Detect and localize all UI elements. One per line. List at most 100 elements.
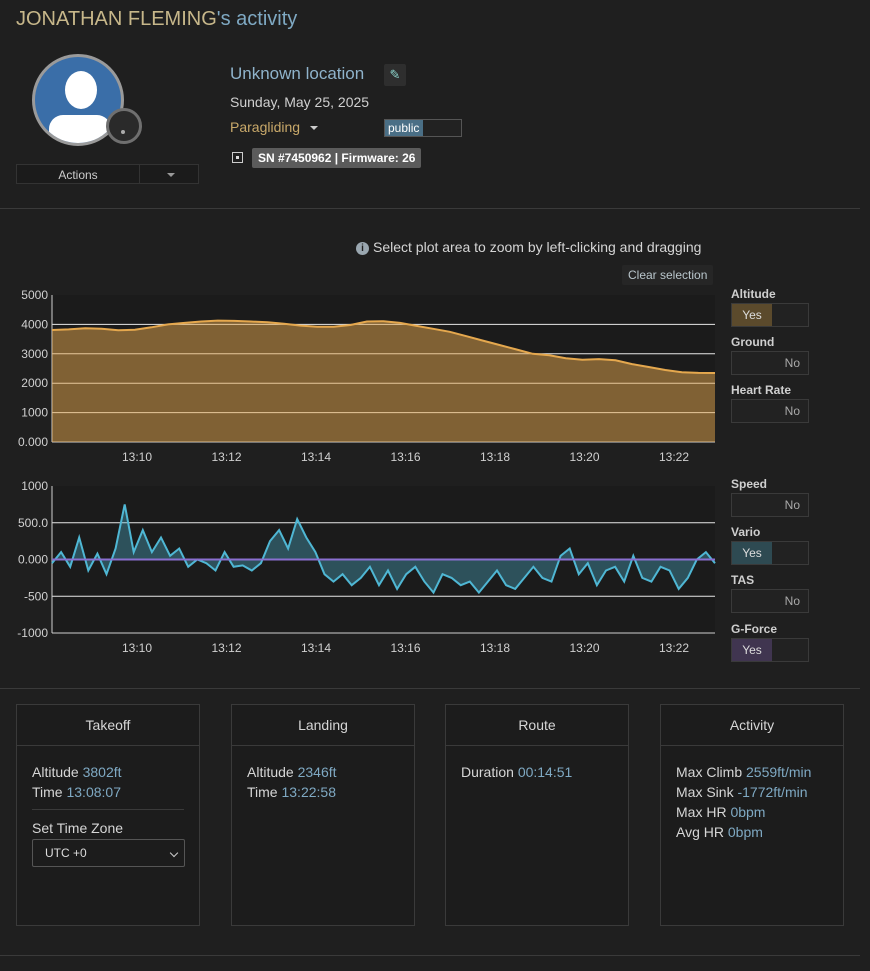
x-tick-label: 13:10 bbox=[122, 450, 152, 464]
x-tick-label: 13:18 bbox=[480, 450, 510, 464]
x-tick-label: 13:14 bbox=[301, 450, 331, 464]
toggle-ground[interactable]: No bbox=[731, 351, 809, 375]
x-tick-label: 13:16 bbox=[390, 641, 420, 655]
toggle-tas[interactable]: No bbox=[731, 589, 809, 613]
page-title-suffix: 's activity bbox=[216, 8, 298, 30]
user-body-icon bbox=[49, 115, 111, 143]
activity-panel: Activity Max Climb 2559ft/min Max Sink -… bbox=[660, 704, 844, 926]
y-tick-label: 4000 bbox=[21, 317, 48, 331]
athlete-name[interactable]: JONATHAN FLEMING bbox=[16, 8, 217, 30]
x-tick-label: 13:12 bbox=[211, 450, 241, 464]
chevron-down-icon[interactable] bbox=[139, 165, 200, 183]
toggle-state: No bbox=[784, 594, 800, 608]
x-tick-label: 13:16 bbox=[390, 450, 420, 464]
toggle-vario[interactable]: Yes bbox=[731, 541, 809, 565]
toggle-state: Yes bbox=[732, 639, 772, 661]
panel-title: Takeoff bbox=[17, 705, 199, 746]
x-tick-label: 13:22 bbox=[659, 641, 689, 655]
series-area-vario bbox=[52, 504, 715, 593]
avatar[interactable] bbox=[32, 54, 124, 146]
zoom-hint-text: Select plot area to zoom by left-clickin… bbox=[373, 239, 702, 255]
vario-chart[interactable]: 1000 500.0 0.000 -500 -1000 13:10 13:12 13:14 13… bbox=[0, 476, 725, 656]
y-tick-label: -1000 bbox=[17, 626, 48, 640]
location-title: Unknown location bbox=[230, 64, 365, 83]
max-hr-label: Max HR bbox=[676, 804, 727, 820]
y-tick-label: 500.0 bbox=[18, 516, 48, 530]
timezone-select[interactable]: UTC +0 bbox=[32, 839, 185, 867]
divider bbox=[0, 688, 860, 689]
user-head-icon bbox=[65, 71, 97, 109]
divider bbox=[0, 955, 860, 956]
timezone-value: UTC +0 bbox=[45, 846, 87, 860]
x-tick-label: 13:22 bbox=[659, 450, 689, 464]
actions-label: Actions bbox=[58, 168, 98, 182]
activity-date: Sunday, May 25, 2025 bbox=[230, 94, 370, 110]
toggle-speed[interactable]: No bbox=[731, 493, 809, 517]
y-tick-label: 0.000 bbox=[18, 553, 48, 567]
toggle-state: Yes bbox=[732, 304, 772, 326]
toggle-label-ground: Ground bbox=[731, 335, 775, 349]
panel-title: Landing bbox=[232, 705, 414, 746]
landing-altitude: 2346ft bbox=[297, 764, 337, 780]
toggle-label-speed: Speed bbox=[731, 477, 768, 491]
toggle-label-tas: TAS bbox=[731, 573, 755, 587]
y-tick-label: 1000 bbox=[21, 479, 48, 493]
x-tick-label: 13:12 bbox=[211, 641, 241, 655]
toggle-heart-rate[interactable]: No bbox=[731, 399, 809, 423]
toggle-label-vario: Vario bbox=[731, 525, 761, 539]
max-climb: 2559ft/min bbox=[746, 764, 812, 780]
takeoff-altitude: 3802ft bbox=[82, 764, 122, 780]
toggle-state: Yes bbox=[732, 542, 772, 564]
duration-label: Duration bbox=[461, 764, 514, 780]
landing-time: 13:22:58 bbox=[281, 784, 336, 800]
altitude-label: Altitude bbox=[247, 764, 294, 780]
visibility-toggle[interactable]: public bbox=[384, 119, 462, 137]
y-tick-label: 0.000 bbox=[18, 435, 48, 449]
toggle-state: No bbox=[784, 498, 800, 512]
page-title: JONATHAN FLEMING's activity bbox=[16, 8, 297, 31]
device-badge: SN #7450962 | Firmware: 26 bbox=[252, 148, 422, 168]
y-tick-label: 2000 bbox=[21, 376, 48, 390]
visibility-label: public bbox=[385, 120, 423, 136]
y-tick-label: -500 bbox=[24, 589, 48, 603]
toggle-altitude[interactable]: Yes bbox=[731, 303, 809, 327]
landing-panel: Landing Altitude 2346ft Time 13:22:58 bbox=[231, 704, 415, 926]
clear-selection-button[interactable]: Clear selection bbox=[622, 265, 714, 285]
x-tick-label: 13:20 bbox=[569, 641, 599, 655]
toggle-label-altitude: Altitude bbox=[731, 287, 776, 301]
y-tick-label: 1000 bbox=[21, 406, 48, 420]
actions-dropdown[interactable]: Actions bbox=[16, 164, 199, 184]
time-label: Time bbox=[247, 784, 278, 800]
max-sink: -1772ft/min bbox=[737, 784, 808, 800]
avg-hr: 0bpm bbox=[727, 824, 763, 840]
divider bbox=[0, 208, 860, 209]
toggle-label-heart-rate: Heart Rate bbox=[731, 383, 792, 397]
y-tick-label: 3000 bbox=[21, 347, 48, 361]
series-line-altitude bbox=[51, 319, 716, 374]
altitude-chart[interactable]: 5000 4000 3000 2000 1000 0.000 13:10 13:12 13:14… bbox=[0, 285, 725, 465]
zoom-hint: i Select plot area to zoom by left-clicki… bbox=[356, 239, 701, 255]
timezone-label: Set Time Zone bbox=[32, 820, 124, 836]
altitude-label: Altitude bbox=[32, 764, 79, 780]
chevron-down-icon bbox=[310, 126, 319, 131]
sport-dropdown[interactable]: Paragliding bbox=[230, 119, 319, 135]
y-tick-label: 5000 bbox=[21, 288, 48, 302]
edit-pencil-icon[interactable]: ✎ bbox=[384, 64, 406, 86]
device-checkbox[interactable] bbox=[232, 152, 243, 163]
max-climb-label: Max Climb bbox=[676, 764, 743, 780]
x-tick-label: 13:20 bbox=[569, 450, 599, 464]
max-sink-label: Max Sink bbox=[676, 784, 734, 800]
avg-hr-label: Avg HR bbox=[676, 824, 724, 840]
divider bbox=[32, 809, 184, 810]
route-panel: Route Duration 00:14:51 bbox=[445, 704, 629, 926]
takeoff-panel: Takeoff Altitude 3802ft Time 13:08:07 Se… bbox=[16, 704, 200, 926]
toggle-state: No bbox=[784, 404, 800, 418]
loading-spinner-icon bbox=[106, 108, 142, 144]
toggle-g-force[interactable]: Yes bbox=[731, 638, 809, 662]
route-duration: 00:14:51 bbox=[517, 764, 573, 780]
max-hr: 0bpm bbox=[730, 804, 766, 820]
info-icon: i bbox=[356, 242, 369, 255]
chevron-down-icon bbox=[169, 848, 179, 858]
series-line-vario bbox=[51, 504, 716, 595]
series-area-altitude bbox=[52, 320, 715, 442]
